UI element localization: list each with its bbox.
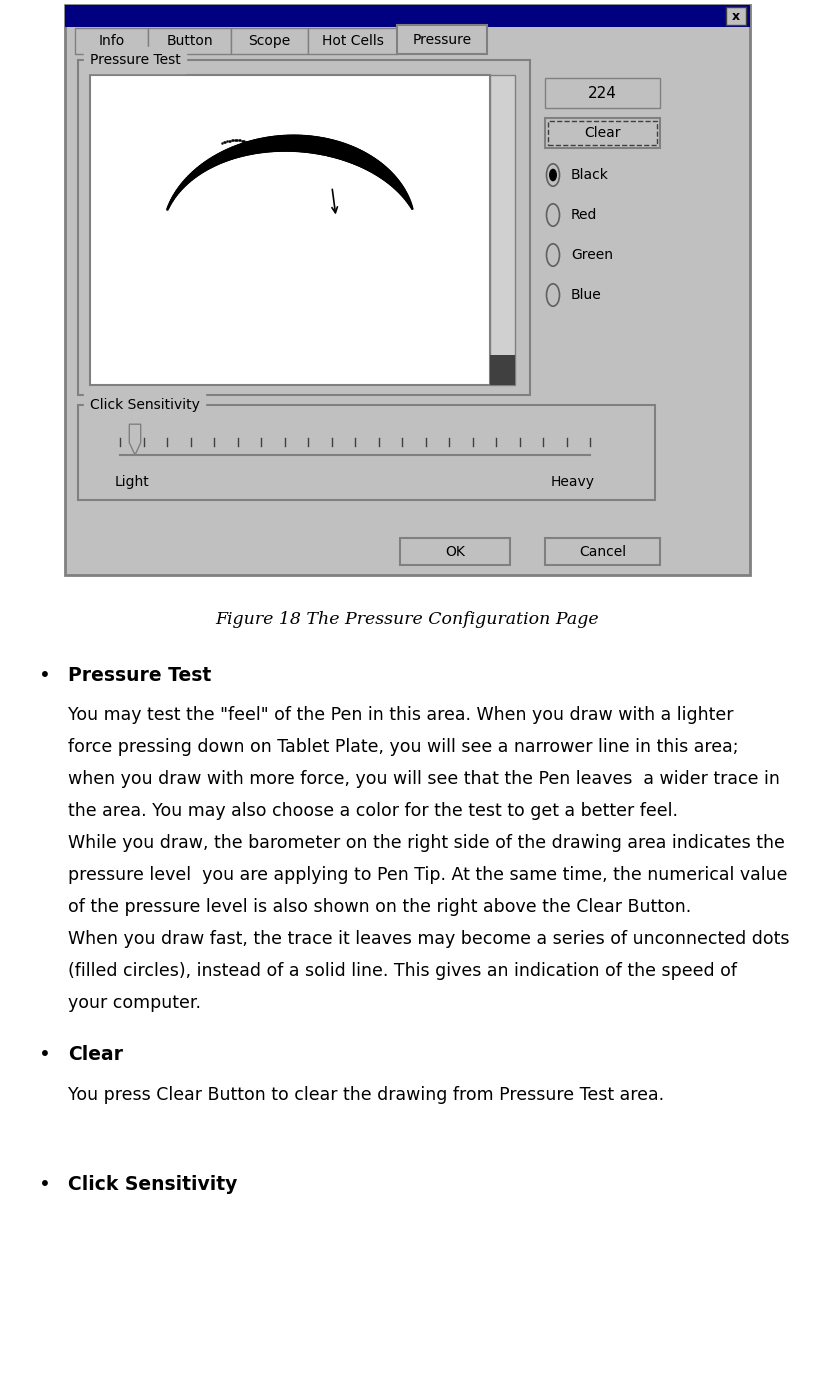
Bar	[78, 60, 530, 395]
Bar	[549, 120, 657, 146]
Text: When you draw fast, the trace it leaves may become a series of unconnected dots: When you draw fast, the trace it leaves …	[68, 930, 790, 948]
Text: when you draw with more force, you will see that the Pen leaves  a wider trace i: when you draw with more force, you will …	[68, 770, 780, 788]
Bar	[400, 538, 510, 566]
Text: Click Sensitivity: Click Sensitivity	[68, 1176, 238, 1194]
Bar	[75, 28, 148, 55]
Bar	[78, 405, 655, 500]
Bar	[308, 28, 397, 55]
Text: pressure level  you are applying to Pen Tip. At the same time, the numerical val: pressure level you are applying to Pen T…	[68, 867, 787, 883]
Bar	[397, 25, 487, 55]
Bar	[65, 6, 750, 575]
Text: You may test the "feel" of the Pen in this area. When you draw with a lighter: You may test the "feel" of the Pen in th…	[68, 706, 733, 724]
Bar	[490, 76, 515, 385]
Text: Hot Cells: Hot Cells	[322, 34, 383, 48]
Text: Click Sensitivity: Click Sensitivity	[90, 398, 200, 412]
Text: Pressure Test: Pressure Test	[90, 53, 181, 67]
Text: Clear: Clear	[68, 1046, 123, 1064]
Text: force pressing down on Tablet Plate, you will see a narrower line in this area;: force pressing down on Tablet Plate, you…	[68, 738, 738, 756]
Text: Red: Red	[571, 209, 597, 223]
Text: OK: OK	[445, 545, 465, 559]
Text: •: •	[39, 665, 51, 685]
Text: Figure 18 The Pressure Configuration Page: Figure 18 The Pressure Configuration Pag…	[215, 612, 599, 629]
Text: 224: 224	[588, 85, 617, 101]
Text: You press Clear Button to clear the drawing from Pressure Test area.: You press Clear Button to clear the draw…	[68, 1086, 664, 1105]
Text: Cancel: Cancel	[579, 545, 626, 559]
Text: the area. You may also choose a color for the test to get a better feel.: the area. You may also choose a color fo…	[68, 802, 678, 820]
Text: Light: Light	[115, 475, 150, 489]
Bar	[65, 6, 750, 27]
Text: Info: Info	[98, 34, 125, 48]
Text: Heavy: Heavy	[551, 475, 595, 489]
Text: of the pressure level is also shown on the right above the Clear Button.: of the pressure level is also shown on t…	[68, 897, 691, 916]
Bar	[545, 538, 660, 566]
Text: Black: Black	[571, 168, 609, 182]
Text: Pressure: Pressure	[413, 32, 471, 46]
Bar	[545, 118, 660, 148]
Text: Green: Green	[571, 248, 613, 262]
Bar	[490, 356, 515, 385]
Text: Clear: Clear	[584, 126, 621, 140]
Bar	[726, 7, 746, 25]
Text: x: x	[732, 10, 740, 22]
Text: (filled circles), instead of a solid line. This gives an indication of the speed: (filled circles), instead of a solid lin…	[68, 962, 737, 980]
Bar	[231, 28, 308, 55]
Text: your computer.: your computer.	[68, 994, 201, 1012]
Text: Pressure Test: Pressure Test	[68, 665, 212, 685]
Bar	[545, 78, 660, 108]
Text: Button: Button	[166, 34, 212, 48]
Text: Blue: Blue	[571, 288, 602, 302]
Circle shape	[549, 169, 556, 181]
Bar	[90, 76, 490, 385]
Bar	[148, 28, 231, 55]
Polygon shape	[129, 424, 141, 455]
Text: •: •	[39, 1046, 51, 1064]
Text: While you draw, the barometer on the right side of the drawing area indicates th: While you draw, the barometer on the rig…	[68, 834, 785, 853]
Text: Scope: Scope	[248, 34, 291, 48]
Text: •: •	[39, 1176, 51, 1194]
